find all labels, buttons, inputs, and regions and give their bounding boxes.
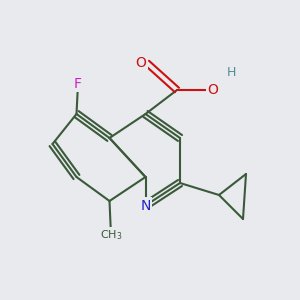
Text: O: O (208, 83, 218, 97)
Text: N: N (140, 199, 151, 212)
Text: F: F (74, 77, 82, 91)
Text: H: H (226, 65, 236, 79)
Text: CH$_3$: CH$_3$ (100, 229, 122, 242)
Text: O: O (136, 56, 146, 70)
